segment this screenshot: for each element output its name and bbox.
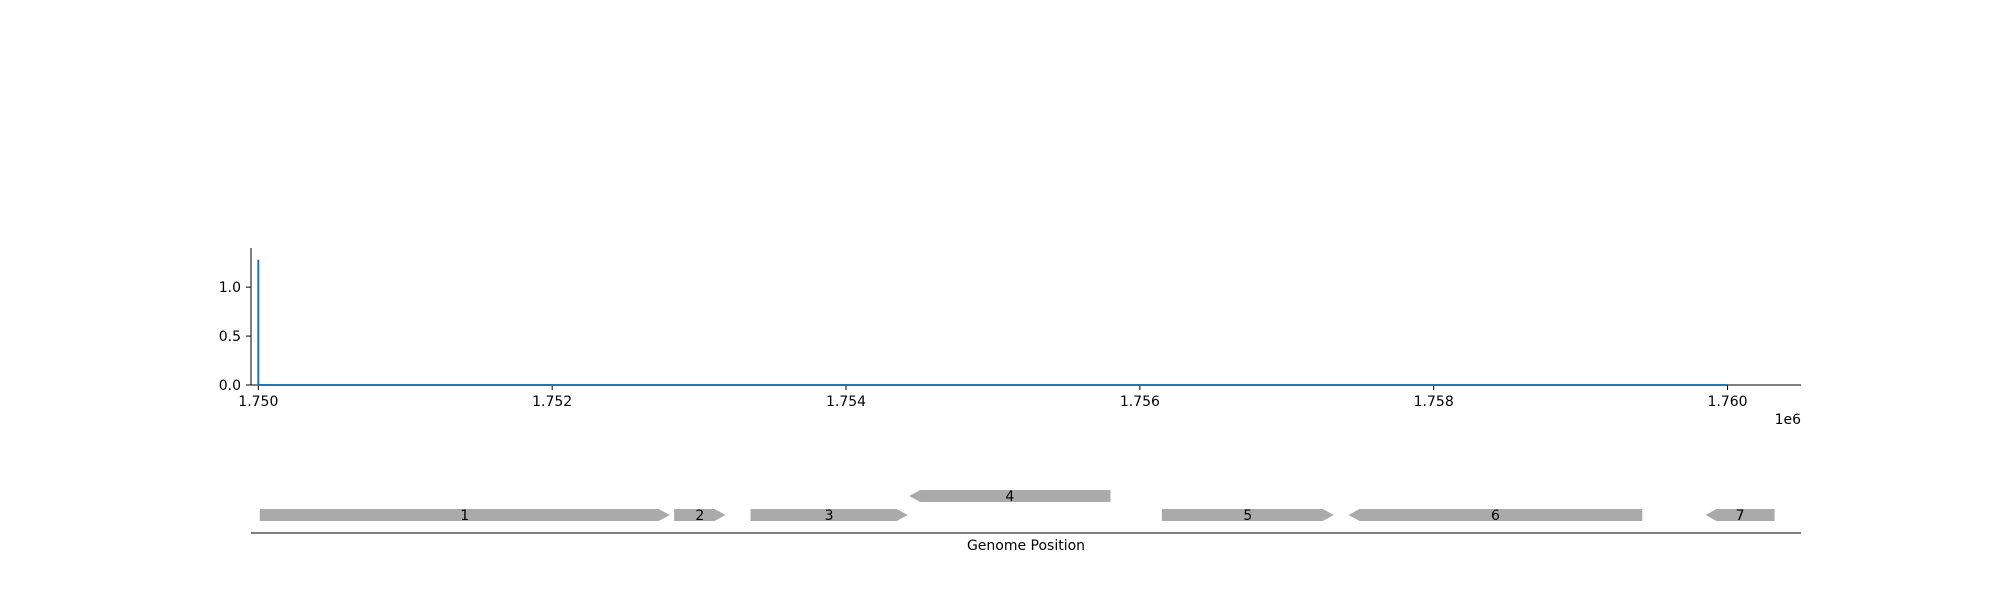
x-tick-label: 1.756: [1120, 394, 1160, 410]
gene-arrow: [1348, 509, 1643, 521]
x-tick-label: 1.750: [238, 394, 278, 410]
gene-arrow: [1161, 509, 1334, 521]
gene-label: 3: [825, 508, 834, 524]
gene-track: Genome Position 1 2 3 4 5 6 7: [251, 489, 1801, 554]
gene-arrow: [259, 509, 670, 521]
y-tick-label: 1.0: [219, 280, 241, 296]
coverage-line: [257, 259, 1728, 386]
gene-arrow: [750, 509, 908, 521]
gene-label: 5: [1243, 508, 1252, 524]
gene-label: 1: [460, 508, 469, 524]
gene-label: 2: [695, 508, 704, 524]
x-tick-label: 1.754: [826, 394, 866, 410]
gene-arrow: [674, 509, 726, 521]
genome-axis-label: Genome Position: [967, 538, 1085, 554]
x-offset-label: 1e6: [1775, 412, 1802, 428]
gene-label: 6: [1491, 508, 1500, 524]
y-tick-label: 0.0: [219, 378, 241, 394]
x-tick-label: 1.752: [532, 394, 572, 410]
gene-label: 4: [1005, 489, 1014, 505]
x-tick-label: 1.758: [1414, 394, 1454, 410]
gene-label: 7: [1736, 508, 1745, 524]
y-tick-label: 0.5: [219, 329, 241, 345]
coverage-plot: 0.0 0.5 1.0 1.750 1.752 1.754 1.756 1.758 1.760 1…: [219, 248, 1801, 428]
x-tick-label: 1.760: [1707, 394, 1747, 410]
gene-arrow: [909, 490, 1111, 502]
gene-arrow: [1705, 509, 1775, 521]
